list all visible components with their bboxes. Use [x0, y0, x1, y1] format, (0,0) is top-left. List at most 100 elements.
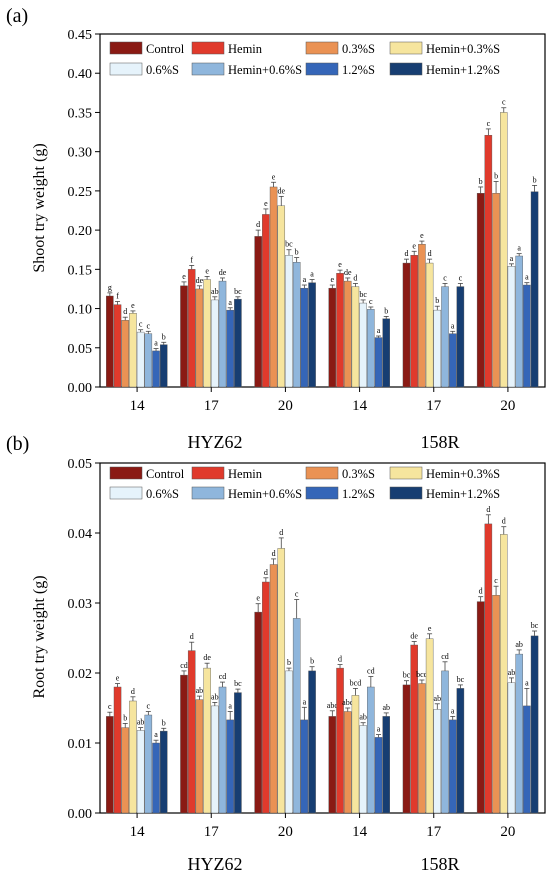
significance-letter: e [131, 301, 135, 310]
significance-letter: ab [434, 694, 442, 703]
bar [382, 716, 390, 814]
legend-swatch [305, 62, 339, 76]
bar [359, 725, 367, 814]
significance-letter: d [502, 517, 506, 526]
panel-a-shoot-weight-chart: (a) Shoot try weight (g) HYZ62 158R 0.00… [6, 5, 546, 452]
significance-letter: bcd [416, 670, 428, 679]
bar [410, 255, 418, 388]
legend-swatch [389, 486, 423, 500]
significance-letter: e [338, 260, 342, 269]
bar [159, 344, 168, 388]
bar [292, 618, 301, 814]
significance-letter: de [219, 268, 227, 277]
significance-letter: de [277, 186, 285, 195]
bar [211, 705, 219, 814]
bar [433, 709, 442, 814]
significance-letter: c [494, 576, 498, 585]
legend-label: Hemin [228, 467, 263, 481]
bar [418, 683, 426, 814]
bar [367, 686, 375, 814]
significance-letter: d [338, 655, 342, 664]
x-tick-label: 17 [204, 398, 220, 414]
significance-letter: f [190, 255, 193, 264]
bar [425, 262, 434, 388]
significance-letter: a [228, 298, 232, 307]
bar [530, 635, 539, 814]
plot-frame [99, 33, 546, 388]
significance-letter: b [494, 171, 498, 180]
significance-letter: a [451, 321, 455, 330]
significance-letter: a [377, 725, 381, 734]
bar [300, 719, 309, 814]
significance-letter: e [412, 241, 416, 250]
bar [152, 742, 160, 814]
bar [187, 269, 196, 388]
y-tick-label: 0.45 [68, 28, 93, 43]
significance-letter: b [287, 658, 291, 667]
bar [402, 684, 411, 814]
bar [433, 309, 442, 388]
bar [523, 284, 531, 388]
bar [484, 523, 493, 814]
legend-swatch [191, 41, 225, 55]
bar [441, 286, 449, 388]
legend-swatch [109, 486, 143, 500]
bar [328, 716, 337, 814]
significance-letter: d [279, 528, 283, 537]
bar [211, 299, 219, 388]
x-tick-label: 17 [204, 824, 220, 840]
legend-label: 0.3%S [342, 42, 375, 56]
significance-letter: c [139, 320, 143, 329]
bar [292, 262, 301, 388]
legend-label: Hemin+0.6%S [228, 487, 302, 501]
significance-letter: c [443, 273, 447, 282]
bar [180, 285, 188, 388]
significance-letter: a [303, 275, 307, 284]
significance-letter: a [154, 730, 158, 739]
significance-letter: b [162, 332, 166, 341]
bar [359, 302, 367, 388]
significance-letter: a [525, 273, 529, 282]
significance-letter: e [272, 172, 276, 181]
bar [308, 282, 316, 388]
y-tick-label: 0.30 [68, 146, 93, 161]
legend-label: Hemin+0.3%S [426, 42, 500, 56]
bar [418, 244, 426, 388]
legend-label: 0.6%S [146, 487, 179, 501]
bar [343, 280, 352, 388]
significance-letter: d [131, 687, 135, 696]
group-label-hyz62: HYZ62 [188, 432, 243, 452]
bar [515, 653, 523, 814]
significance-letter: bc [285, 240, 293, 249]
significance-letter: a [154, 339, 158, 348]
legend-swatch [109, 62, 143, 76]
bar [448, 333, 457, 388]
group-label-158r: 158R [420, 432, 459, 452]
significance-letter: d [123, 307, 127, 316]
bar [144, 714, 153, 814]
y-axis-title: Shoot try weight (g) [31, 143, 48, 272]
bar [262, 214, 270, 388]
significance-letter: d [190, 632, 194, 641]
x-tick-label: 17 [426, 824, 442, 840]
panel-label: (b) [6, 433, 29, 455]
significance-letter: e [420, 231, 424, 240]
bar [269, 564, 278, 814]
significance-letter: d [486, 505, 490, 514]
significance-letter: c [459, 273, 463, 282]
significance-letter: de [196, 276, 204, 285]
significance-letter: ab [211, 692, 219, 701]
y-tick-label: 0.35 [68, 106, 93, 121]
y-tick-label: 0.00 [68, 807, 93, 822]
significance-letter: d [428, 249, 432, 258]
bar [113, 686, 122, 814]
y-tick-label: 0.05 [68, 457, 93, 472]
bar [492, 595, 500, 814]
significance-letter: e [256, 594, 260, 603]
significance-letter: bc [359, 290, 367, 299]
bar [159, 730, 168, 814]
bar [129, 700, 137, 814]
y-tick-label: 0.03 [68, 597, 93, 612]
y-tick-label: 0.10 [68, 303, 93, 318]
bar [113, 304, 122, 388]
